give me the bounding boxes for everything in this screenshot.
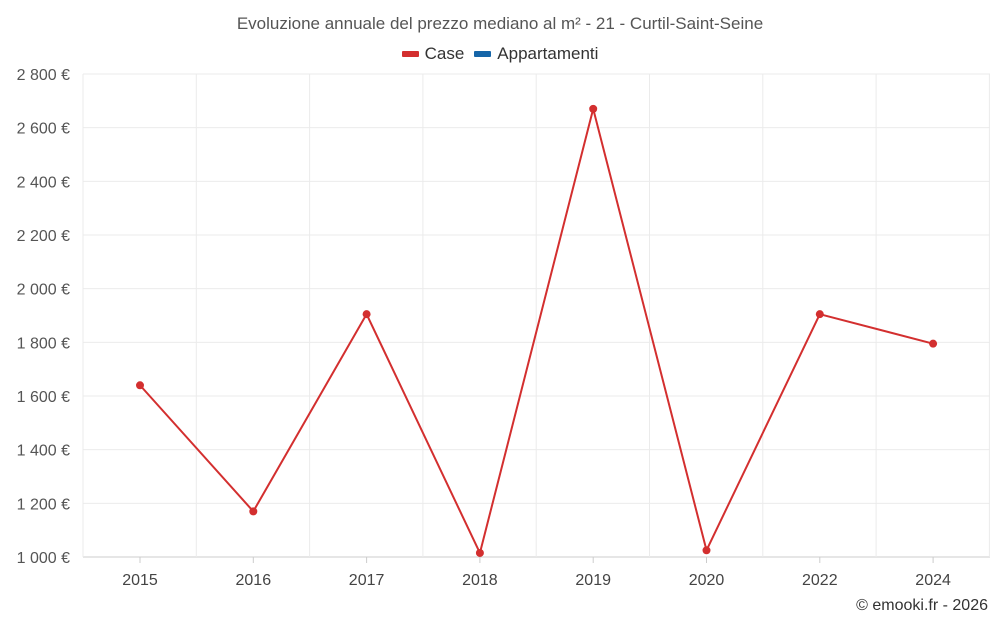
data-point-2022[interactable]: [815, 310, 824, 319]
data-point-2016[interactable]: [249, 507, 258, 516]
x-tick-label: 2022: [802, 572, 838, 589]
x-tick-label: 2015: [122, 572, 158, 589]
data-point-2018[interactable]: [475, 548, 484, 557]
y-tick-label: 1 400 €: [17, 443, 70, 460]
legend-label-case: Case: [424, 44, 465, 63]
legend-item-appartamenti[interactable]: Appartamenti: [474, 44, 598, 64]
x-tick-label: 2018: [462, 572, 498, 589]
y-tick-label: 1 200 €: [17, 496, 70, 513]
legend-swatch-case: [401, 51, 419, 57]
series-line-case: [139, 107, 934, 554]
y-tick-label: 2 600 €: [17, 121, 70, 138]
data-point-2020[interactable]: [702, 546, 711, 555]
chart-title: Evoluzione annuale del prezzo mediano al…: [236, 14, 764, 33]
data-point-2015[interactable]: [136, 381, 144, 390]
y-tick-label: 2 000 €: [17, 282, 70, 299]
x-tick-label: 2020: [689, 572, 725, 589]
x-tick-label: 2024: [915, 572, 951, 589]
chart-legend: Case Appartamenti: [0, 44, 1000, 64]
x-tick-label: 2016: [236, 572, 272, 589]
y-tick-label: 1 600 €: [17, 389, 70, 406]
footer-credit: © emooki.fr - 2026: [856, 597, 988, 614]
legend-item-case[interactable]: Case: [401, 44, 465, 64]
data-point-2024[interactable]: [929, 339, 938, 348]
data-point-2019[interactable]: [589, 104, 598, 113]
x-tick-label: 2017: [349, 572, 385, 589]
legend-swatch-appartamenti: [474, 51, 492, 57]
legend-label-appartamenti: Appartamenti: [497, 44, 599, 63]
y-tick-label: 2 200 €: [17, 228, 70, 245]
y-tick-label: 1 000 €: [17, 550, 70, 567]
data-point-2017[interactable]: [362, 310, 371, 319]
x-tick-label: 2019: [575, 572, 611, 589]
y-tick-label: 2 400 €: [17, 174, 70, 191]
y-tick-label: 1 800 €: [17, 335, 70, 352]
y-tick-label: 2 800 €: [17, 67, 70, 84]
